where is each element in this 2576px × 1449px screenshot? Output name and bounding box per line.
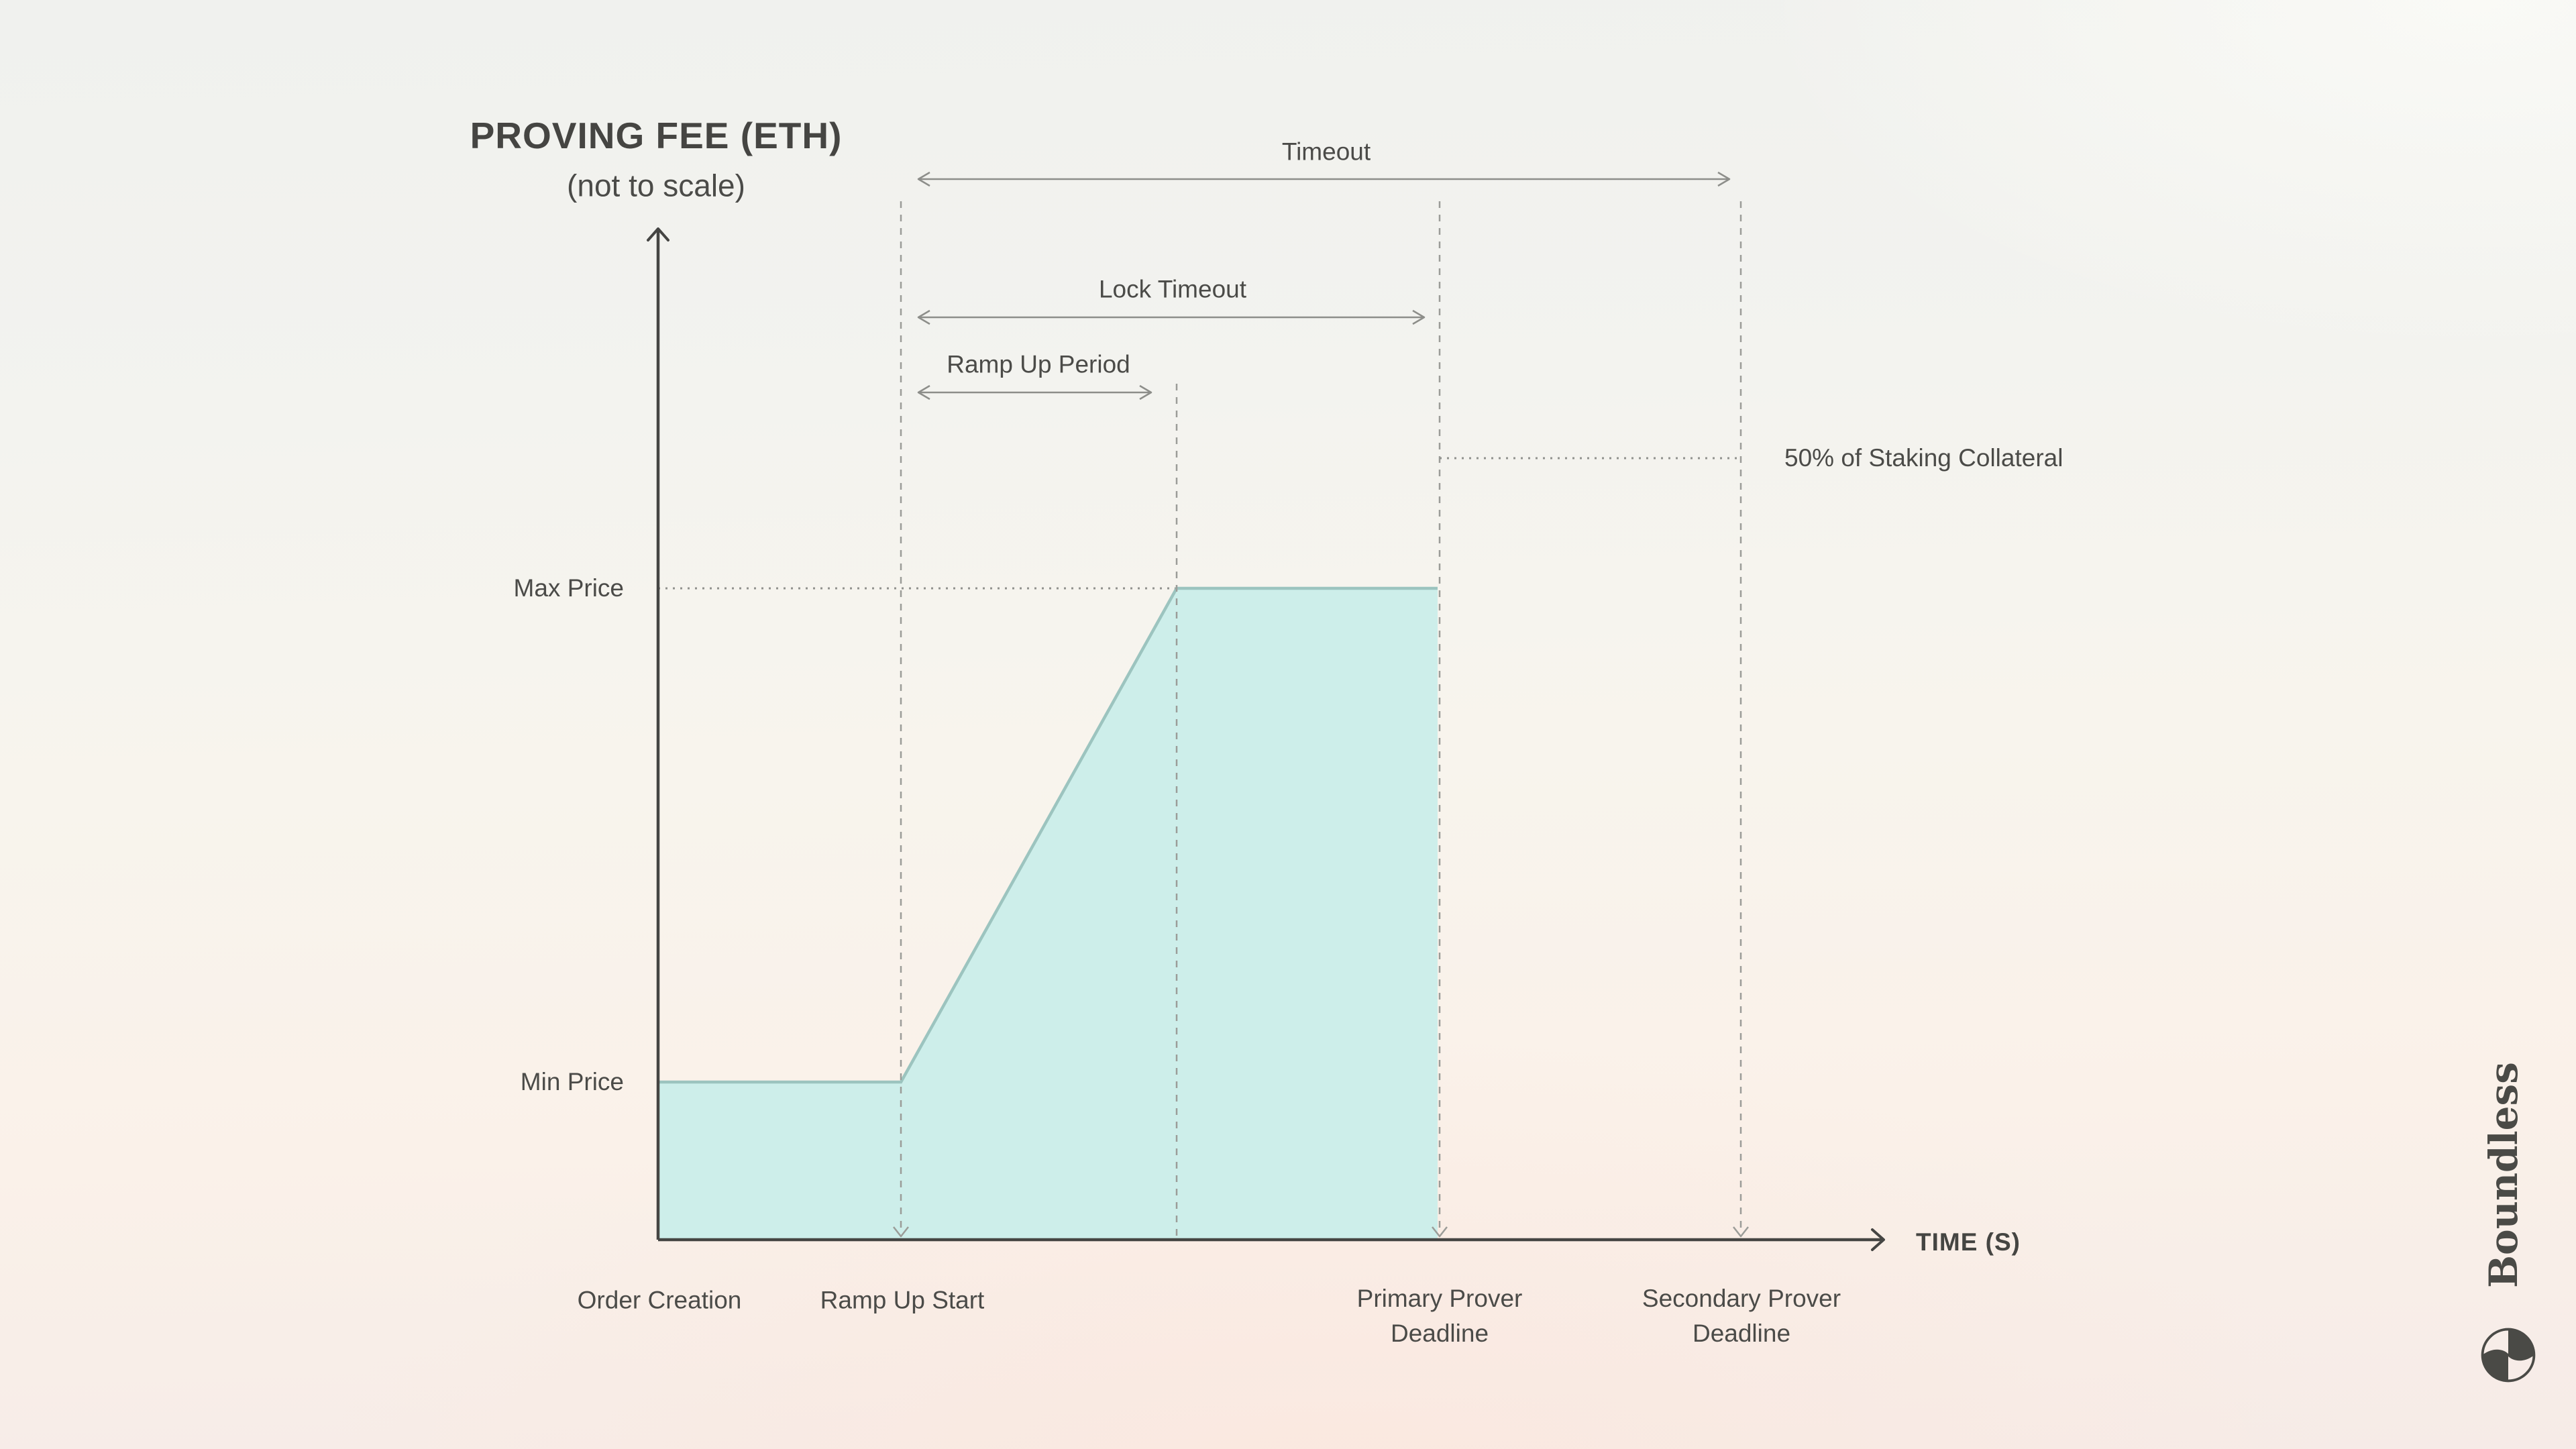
x-label-ramp-up-start: Ramp Up Start xyxy=(820,1286,985,1314)
lock-timeout-label: Lock Timeout xyxy=(1098,275,1247,303)
guide-secondary-deadline-arrowhead xyxy=(1733,1226,1749,1238)
x-label-secondary-prover-deadline: Secondary Prover Deadline xyxy=(1642,1285,1841,1347)
max-price-label: Max Price xyxy=(513,574,624,602)
boundless-wordmark: Boundless xyxy=(2481,1062,2526,1288)
chart-subtitle: (not to scale) xyxy=(567,168,745,203)
fee-area xyxy=(658,588,1438,1238)
timeout-label: Timeout xyxy=(1281,138,1371,166)
guide-primary-deadline-arrowhead xyxy=(1432,1226,1448,1238)
ramp-up-period-label: Ramp Up Period xyxy=(947,350,1130,378)
boundless-swirl-icon xyxy=(2481,1328,2536,1383)
x-axis-arrow-icon xyxy=(1871,1228,1885,1251)
chart-title: PROVING FEE (ETH) xyxy=(470,115,843,157)
y-axis-arrow-icon xyxy=(647,227,669,241)
min-price-label: Min Price xyxy=(520,1068,624,1095)
fee-curve xyxy=(658,586,1438,1084)
lock-timeout-arrow xyxy=(917,309,1426,325)
x-label-primary-prover-deadline: Primary Prover Deadline xyxy=(1356,1285,1523,1347)
timeout-arrow xyxy=(917,171,1731,187)
x-label-order-creation: Order Creation xyxy=(577,1286,742,1314)
staking-collateral-label: 50% of Staking Collateral xyxy=(1784,444,2063,472)
x-axis-title: TIME (S) xyxy=(1916,1228,2021,1256)
guide-ramp-up-start-arrowhead xyxy=(893,1226,909,1238)
ramp-up-period-arrow xyxy=(917,384,1152,400)
